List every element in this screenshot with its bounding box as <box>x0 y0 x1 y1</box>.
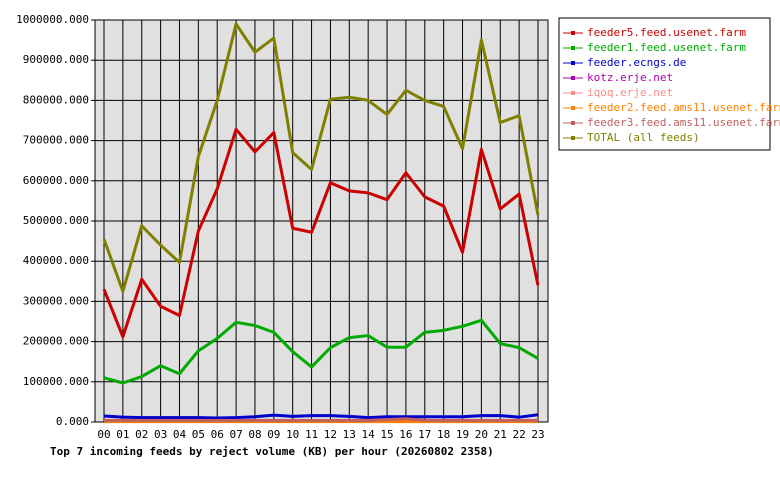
series-line <box>103 318 539 385</box>
y-tick-label: 300000.000 <box>23 294 89 307</box>
x-tick-label: 16 <box>399 428 412 441</box>
series-line <box>102 22 540 293</box>
y-tick-label: 500000.000 <box>23 214 89 227</box>
x-tick-label: 10 <box>286 428 299 441</box>
x-tick-label: 06 <box>211 428 224 441</box>
x-tick-label: 04 <box>173 428 187 441</box>
legend-marker <box>571 61 575 65</box>
legend-marker <box>571 91 575 95</box>
legend-label: feeder5.feed.usenet.farm <box>587 26 746 39</box>
x-tick-label: 23 <box>531 428 544 441</box>
x-tick-label: 11 <box>305 428 318 441</box>
x-tick-label: 09 <box>267 428 280 441</box>
x-tick-label: 15 <box>380 428 393 441</box>
x-tick-label: 17 <box>418 428 431 441</box>
legend-label: feeder1.feed.usenet.farm <box>587 41 746 54</box>
x-tick-label: 02 <box>135 428 148 441</box>
legend-label: TOTAL (all feeds) <box>587 131 700 144</box>
legend-marker <box>571 46 575 50</box>
x-tick-label: 05 <box>192 428 205 441</box>
y-tick-label: 600000.000 <box>23 174 89 187</box>
legend-marker <box>571 31 575 35</box>
y-tick-label: 800000.000 <box>23 93 89 106</box>
legend-marker <box>571 121 575 125</box>
legend-label: iqoq.erje.net <box>587 86 673 99</box>
legend-label: feeder2.feed.ams11.usenet.farm <box>587 101 780 114</box>
x-tick-label: 14 <box>362 428 376 441</box>
legend-marker <box>571 136 575 140</box>
x-tick-label: 22 <box>513 428 526 441</box>
y-tick-label: 0.000 <box>56 415 89 428</box>
x-tick-label: 19 <box>456 428 469 441</box>
y-tick-label: 200000.000 <box>23 335 89 348</box>
legend-label: feeder.ecngs.de <box>587 56 686 69</box>
series-line <box>103 413 539 420</box>
legend-marker <box>571 106 575 110</box>
x-tick-label: 00 <box>97 428 110 441</box>
x-tick-label: 21 <box>494 428 507 441</box>
x-tick-label: 01 <box>116 428 129 441</box>
y-tick-label: 700000.000 <box>23 134 89 147</box>
legend-box <box>558 17 771 151</box>
series-line <box>104 417 538 422</box>
x-tick-label: 12 <box>324 428 337 441</box>
x-tick-label: 18 <box>437 428 450 441</box>
y-tick-label: 900000.000 <box>23 53 89 66</box>
legend-marker <box>571 76 575 80</box>
x-tick-label: 08 <box>248 428 261 441</box>
y-tick-label: 1000000.000 <box>16 13 89 26</box>
y-tick-label: 100000.000 <box>23 375 89 388</box>
x-tick-label: 03 <box>154 428 167 441</box>
legend-label: feeder3.feed.ams11.usenet.farm <box>587 116 780 129</box>
series-line <box>102 127 540 339</box>
x-tick-label: 13 <box>343 428 356 441</box>
legend-label: kotz.erje.net <box>587 71 673 84</box>
y-tick-label: 400000.000 <box>23 254 89 267</box>
x-tick-label: 20 <box>475 428 488 441</box>
chart-title: Top 7 incoming feeds by reject volume (K… <box>50 445 494 458</box>
x-tick-label: 07 <box>229 428 242 441</box>
